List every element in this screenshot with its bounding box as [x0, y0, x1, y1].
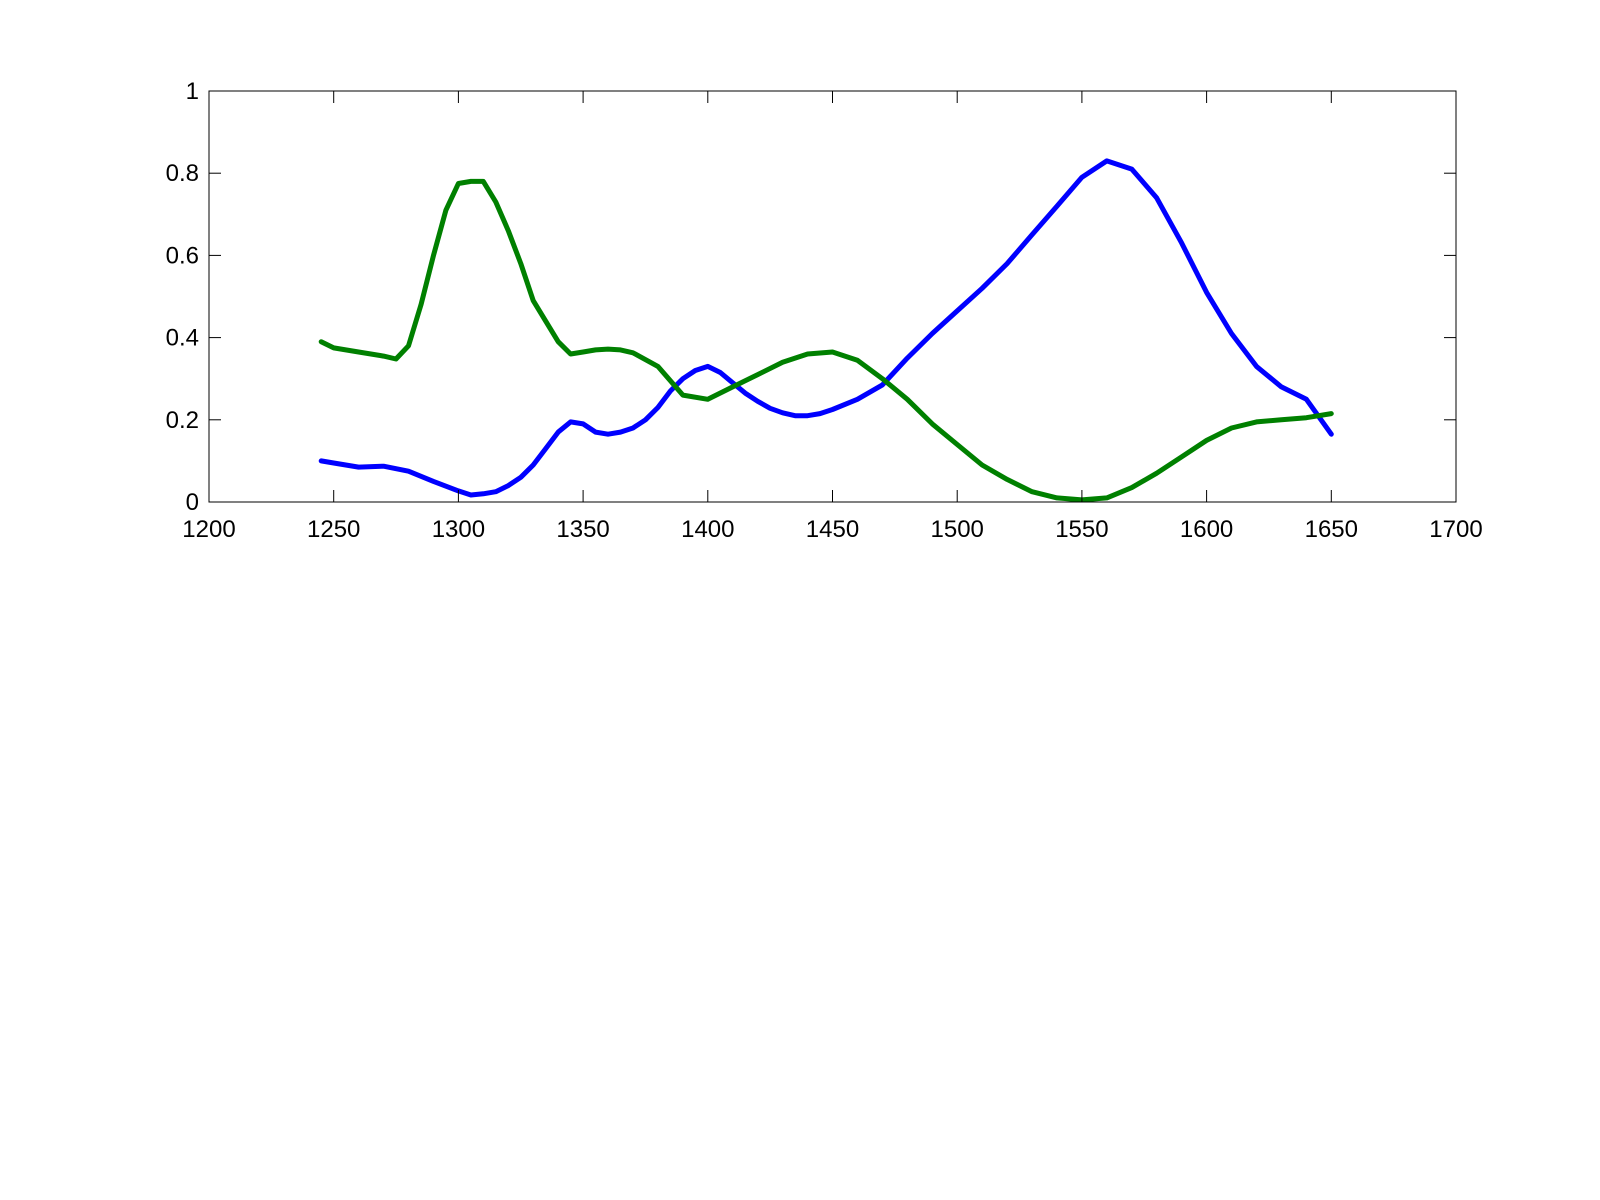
x-tick-label: 1600	[1180, 516, 1233, 543]
x-tick-label: 1650	[1305, 516, 1358, 543]
series-line-2	[318, 178, 1334, 503]
y-tick-label: 1	[186, 78, 199, 105]
x-tick-label: 1300	[432, 516, 485, 543]
y-tick-label: 0	[186, 489, 199, 516]
y-tick-label: 0.4	[166, 325, 199, 352]
x-tick-labels: 1200 1250 1300 1350 1400 1450 1500 1550 1600 1650…	[182, 516, 1482, 543]
x-tick-label: 1550	[1055, 516, 1108, 543]
x-tick-label: 1350	[556, 516, 609, 543]
x-tick-label: 1250	[307, 516, 360, 543]
plot-area-frame	[208, 90, 1457, 503]
x-tick-label: 1450	[806, 516, 859, 543]
series-layer	[318, 158, 1334, 503]
y-tick-label: 0.2	[166, 407, 199, 434]
ticks-layer	[208, 90, 1457, 503]
x-tick-label: 1400	[681, 516, 734, 543]
x-tick-label: 1200	[182, 516, 235, 543]
series-line-1	[318, 158, 1334, 498]
y-tick-label: 0.8	[166, 160, 199, 187]
y-tick-labels: 0 0.2 0.4 0.6 0.8 1	[166, 78, 199, 516]
x-tick-label: 1500	[931, 516, 984, 543]
y-tick-label: 0.6	[166, 242, 199, 269]
x-tick-label: 1700	[1429, 516, 1482, 543]
